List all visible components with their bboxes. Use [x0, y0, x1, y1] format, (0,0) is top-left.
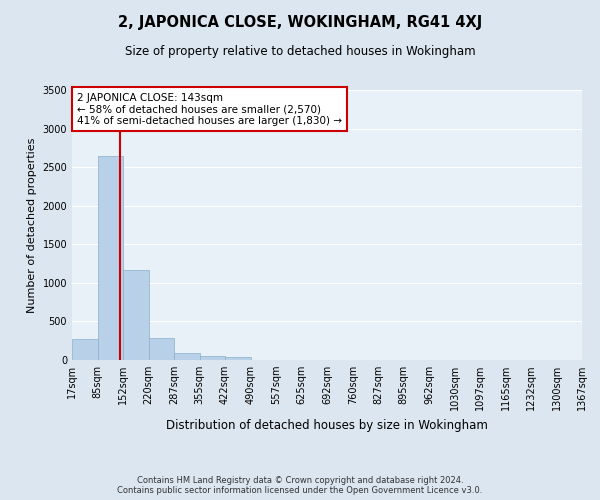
Bar: [72, 339, 98, 360]
Y-axis label: Number of detached properties: Number of detached properties: [27, 138, 37, 312]
Text: Contains HM Land Registry data © Crown copyright and database right 2024.
Contai: Contains HM Land Registry data © Crown c…: [118, 476, 482, 495]
X-axis label: Distribution of detached houses by size in Wokingham: Distribution of detached houses by size …: [166, 418, 488, 432]
Bar: [98, 156, 124, 360]
Text: Size of property relative to detached houses in Wokingham: Size of property relative to detached ho…: [125, 45, 475, 58]
Bar: [123, 270, 149, 360]
Text: 2, JAPONICA CLOSE, WOKINGHAM, RG41 4XJ: 2, JAPONICA CLOSE, WOKINGHAM, RG41 4XJ: [118, 15, 482, 30]
Text: 2 JAPONICA CLOSE: 143sqm
← 58% of detached houses are smaller (2,570)
41% of sem: 2 JAPONICA CLOSE: 143sqm ← 58% of detach…: [77, 92, 342, 126]
Bar: [200, 356, 226, 360]
Bar: [149, 338, 175, 360]
Bar: [174, 352, 200, 360]
Bar: [225, 356, 251, 360]
